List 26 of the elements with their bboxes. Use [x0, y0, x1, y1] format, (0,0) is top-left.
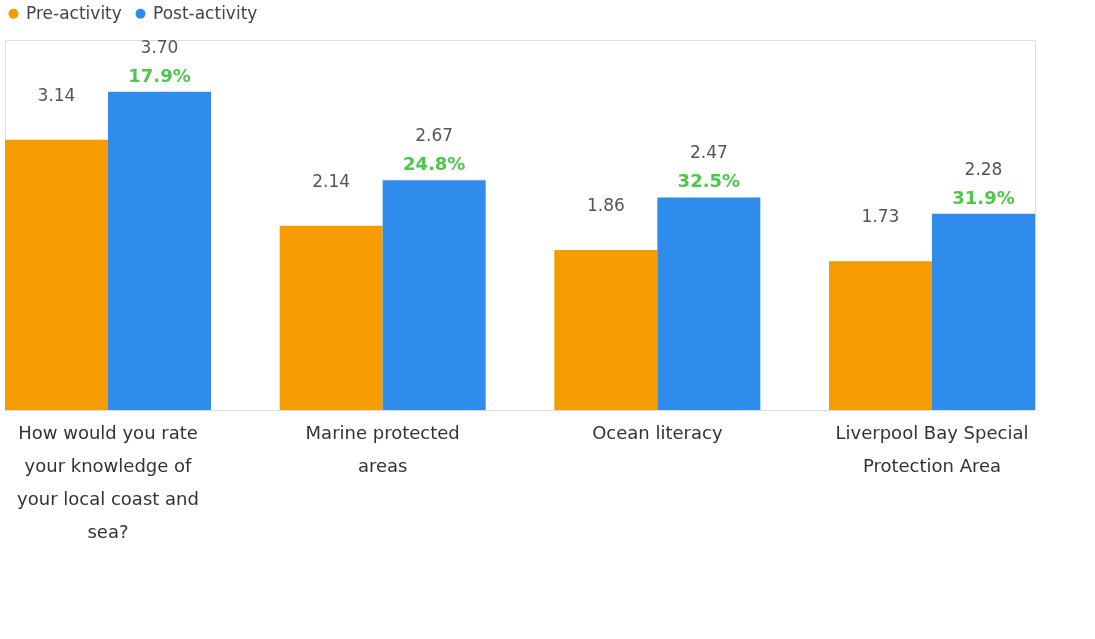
x-tick-label: Marine protected areas — [305, 421, 460, 476]
data-label: 2.14 — [312, 170, 351, 191]
data-label: 2.67 — [415, 125, 454, 146]
data-label: 1.86 — [586, 194, 625, 215]
annotation: 17.9% — [128, 64, 191, 86]
bar — [5, 139, 108, 410]
data-label: 1.73 — [861, 206, 900, 227]
annotation: 24.8% — [402, 153, 466, 175]
data-label: 3.70 — [140, 36, 179, 57]
x-tick-label: How would you rate your knowledge of your local coast and sea? — [17, 421, 199, 542]
x-tick-label: Ocean literacy — [592, 421, 723, 443]
bar — [279, 225, 383, 410]
bar — [657, 197, 761, 410]
data-label: 2.47 — [689, 142, 728, 163]
bar — [108, 91, 211, 410]
bar — [382, 180, 486, 410]
annotation: 31.9% — [952, 186, 1015, 208]
x-tick-label: Liverpool Bay Special Protection Area — [835, 421, 1029, 476]
legend-label: Post-activity — [153, 2, 258, 23]
bar — [554, 249, 658, 410]
bar — [829, 261, 932, 410]
data-label: 2.28 — [964, 158, 1003, 179]
bar — [932, 213, 1035, 410]
legend-label: Pre-activity — [26, 2, 122, 23]
data-label: 3.14 — [37, 84, 76, 105]
annotation: 32.5% — [677, 170, 741, 192]
